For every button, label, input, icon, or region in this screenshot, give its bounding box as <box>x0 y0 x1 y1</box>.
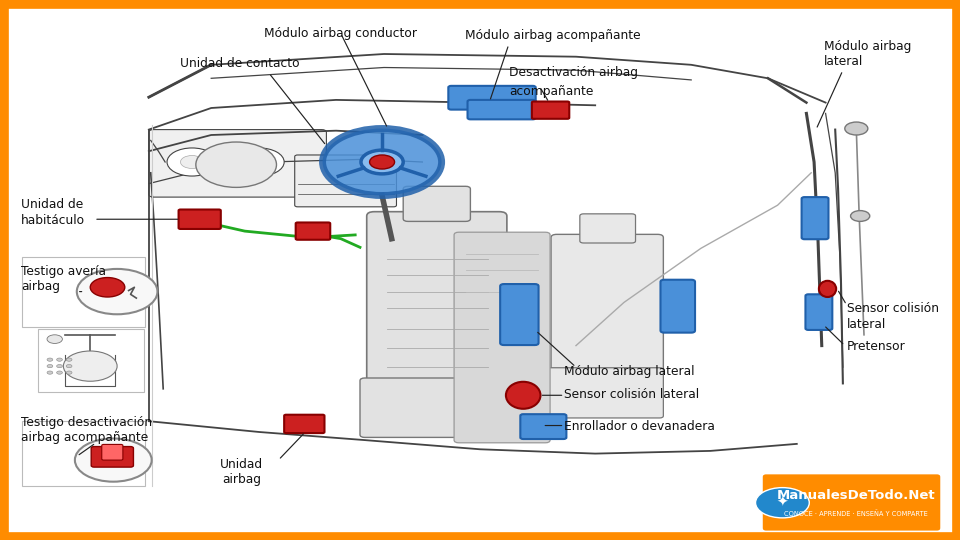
Circle shape <box>75 438 152 482</box>
Circle shape <box>90 278 125 297</box>
FancyBboxPatch shape <box>149 130 326 197</box>
Text: CONOCE · APRENDE · ENSEÑA Y COMPARTE: CONOCE · APRENDE · ENSEÑA Y COMPARTE <box>784 511 928 517</box>
FancyBboxPatch shape <box>545 368 663 418</box>
FancyBboxPatch shape <box>367 212 507 388</box>
Circle shape <box>66 358 72 361</box>
FancyBboxPatch shape <box>520 414 566 439</box>
Circle shape <box>201 148 251 176</box>
Circle shape <box>851 211 870 221</box>
Text: acompañante: acompañante <box>509 85 593 98</box>
Ellipse shape <box>819 281 836 297</box>
Text: Módulo airbag acompañante: Módulo airbag acompañante <box>465 29 640 42</box>
Circle shape <box>248 156 271 168</box>
Circle shape <box>167 148 217 176</box>
Text: Testigo avería: Testigo avería <box>21 265 107 278</box>
Text: Módulo airbag
lateral: Módulo airbag lateral <box>824 40 911 68</box>
FancyBboxPatch shape <box>448 86 536 110</box>
Circle shape <box>47 364 53 368</box>
FancyBboxPatch shape <box>532 102 569 119</box>
Circle shape <box>370 155 395 169</box>
FancyBboxPatch shape <box>500 284 539 345</box>
FancyBboxPatch shape <box>284 415 324 433</box>
FancyBboxPatch shape <box>660 280 695 333</box>
FancyBboxPatch shape <box>802 197 828 239</box>
Text: lateral: lateral <box>847 318 886 330</box>
Text: Enrollador o devanadera: Enrollador o devanadera <box>564 420 715 433</box>
FancyBboxPatch shape <box>580 214 636 243</box>
Circle shape <box>756 488 809 518</box>
Circle shape <box>66 364 72 368</box>
FancyBboxPatch shape <box>91 447 133 467</box>
FancyBboxPatch shape <box>179 210 221 229</box>
FancyBboxPatch shape <box>296 222 330 240</box>
Circle shape <box>57 371 62 374</box>
Circle shape <box>845 122 868 135</box>
Text: Pretensor: Pretensor <box>847 340 905 353</box>
Circle shape <box>77 269 157 314</box>
Text: Unidad: Unidad <box>221 458 263 471</box>
Text: habitáculo: habitáculo <box>21 214 85 227</box>
FancyBboxPatch shape <box>468 100 536 119</box>
Text: Sensor colisión lateral: Sensor colisión lateral <box>564 388 700 401</box>
FancyBboxPatch shape <box>360 378 509 437</box>
Text: airbag: airbag <box>223 473 261 486</box>
Circle shape <box>47 358 53 361</box>
FancyBboxPatch shape <box>551 234 663 376</box>
Circle shape <box>234 148 284 176</box>
Circle shape <box>196 142 276 187</box>
Text: Sensor colisión: Sensor colisión <box>847 302 939 315</box>
Circle shape <box>180 156 204 168</box>
Text: ManualesDeTodo.Net: ManualesDeTodo.Net <box>777 489 936 502</box>
Text: Módulo airbag lateral: Módulo airbag lateral <box>564 365 695 378</box>
Circle shape <box>47 335 62 343</box>
Circle shape <box>57 364 62 368</box>
Ellipse shape <box>506 382 540 409</box>
Circle shape <box>361 150 403 174</box>
Text: airbag: airbag <box>21 280 60 293</box>
Text: ✦: ✦ <box>777 496 788 510</box>
FancyBboxPatch shape <box>102 444 123 460</box>
Circle shape <box>57 358 62 361</box>
Circle shape <box>47 371 53 374</box>
Circle shape <box>66 371 72 374</box>
FancyBboxPatch shape <box>805 294 832 330</box>
FancyBboxPatch shape <box>454 232 550 443</box>
FancyBboxPatch shape <box>38 329 144 392</box>
FancyBboxPatch shape <box>295 155 396 207</box>
FancyBboxPatch shape <box>403 186 470 221</box>
Text: Desactivación airbag: Desactivación airbag <box>509 66 637 79</box>
Circle shape <box>323 129 442 195</box>
Text: Unidad de: Unidad de <box>21 198 84 211</box>
FancyBboxPatch shape <box>22 256 145 327</box>
Text: airbag acompañante: airbag acompañante <box>21 431 149 444</box>
FancyBboxPatch shape <box>764 476 939 529</box>
Text: Unidad de contacto: Unidad de contacto <box>180 57 300 70</box>
FancyBboxPatch shape <box>22 421 145 486</box>
Circle shape <box>63 351 117 381</box>
Text: Módulo airbag conductor: Módulo airbag conductor <box>264 27 418 40</box>
Circle shape <box>214 156 237 168</box>
Text: Testigo desactivación: Testigo desactivación <box>21 416 153 429</box>
